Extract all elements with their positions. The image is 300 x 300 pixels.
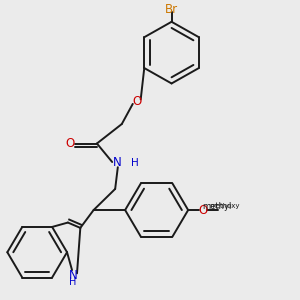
Text: N: N (112, 157, 121, 169)
Text: methoxy: methoxy (209, 203, 240, 216)
Text: N: N (69, 269, 78, 282)
Text: Br: Br (165, 3, 178, 16)
Text: O: O (199, 203, 208, 217)
Text: methyl: methyl (202, 202, 232, 211)
Text: H: H (69, 277, 77, 287)
Text: O: O (132, 95, 141, 108)
Text: H: H (131, 158, 139, 168)
Text: O: O (66, 137, 75, 150)
